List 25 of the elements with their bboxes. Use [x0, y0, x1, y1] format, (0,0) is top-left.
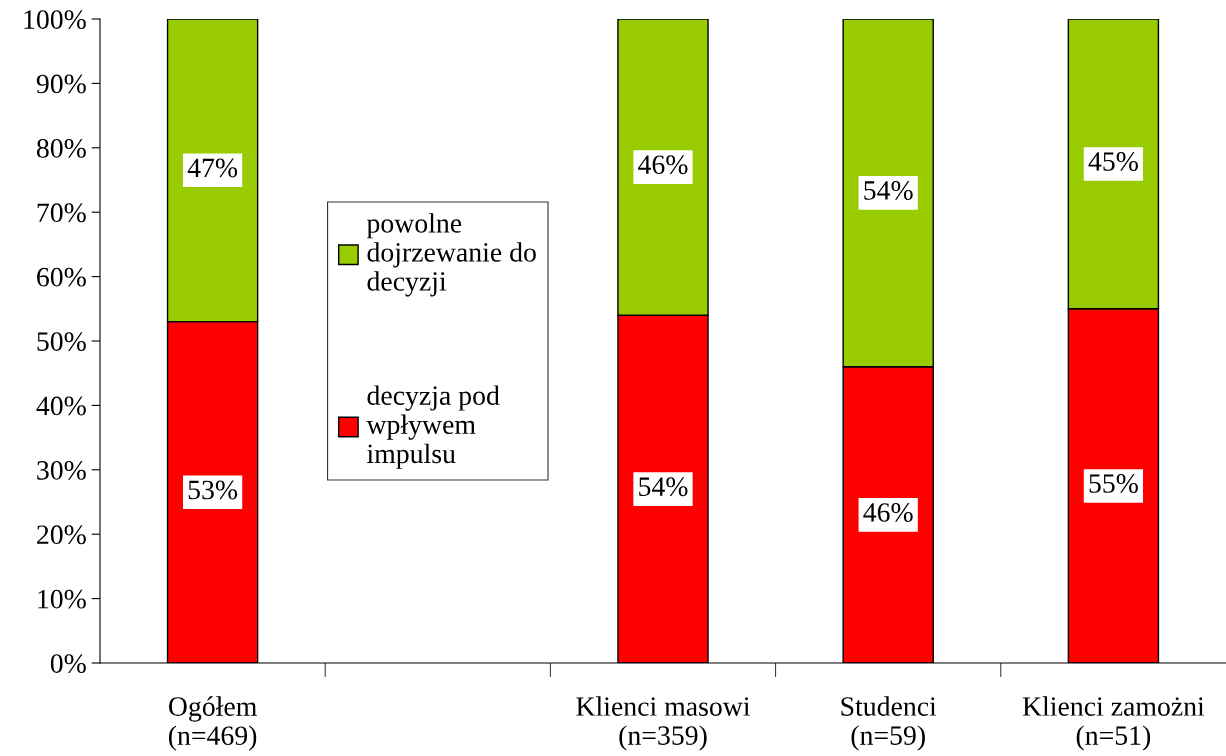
data-label: 47% — [187, 158, 238, 178]
y-tick-label: 10% — [38, 589, 86, 609]
legend-label: decyzja pod wpływem impulsu — [366, 385, 500, 469]
data-label: 54% — [639, 477, 688, 497]
y-tick-label: 40% — [36, 396, 86, 416]
legend-label: powolne dojrzewanie do decyzji — [366, 213, 536, 297]
data-label: 46% — [863, 503, 913, 522]
x-tick-label: Ogółem (n=469) — [168, 696, 257, 751]
x-tick-label: Klienci masowi (n=359) — [576, 696, 751, 751]
y-tick-label: 60% — [37, 267, 86, 287]
y-tick-label: 70% — [37, 203, 86, 223]
y-tick-label: 50% — [37, 332, 86, 351]
data-label: 45% — [1088, 152, 1138, 171]
data-label: 54% — [864, 181, 913, 200]
y-tick-label: 80% — [36, 138, 86, 158]
y-tick-label: 0% — [50, 654, 86, 673]
data-label: 55% — [1089, 474, 1138, 493]
data-label: 53% — [188, 480, 238, 500]
data-label: 46% — [638, 155, 688, 175]
y-tick-label: 20% — [37, 525, 86, 545]
y-tick-label: 90% — [36, 74, 86, 94]
y-tick-label: 30% — [37, 460, 86, 480]
y-tick-label: 100% — [24, 10, 86, 29]
x-tick-label: Studenci (n=59) — [841, 696, 937, 751]
x-tick-label: Klienci zamożni (n=51) — [1022, 696, 1205, 751]
